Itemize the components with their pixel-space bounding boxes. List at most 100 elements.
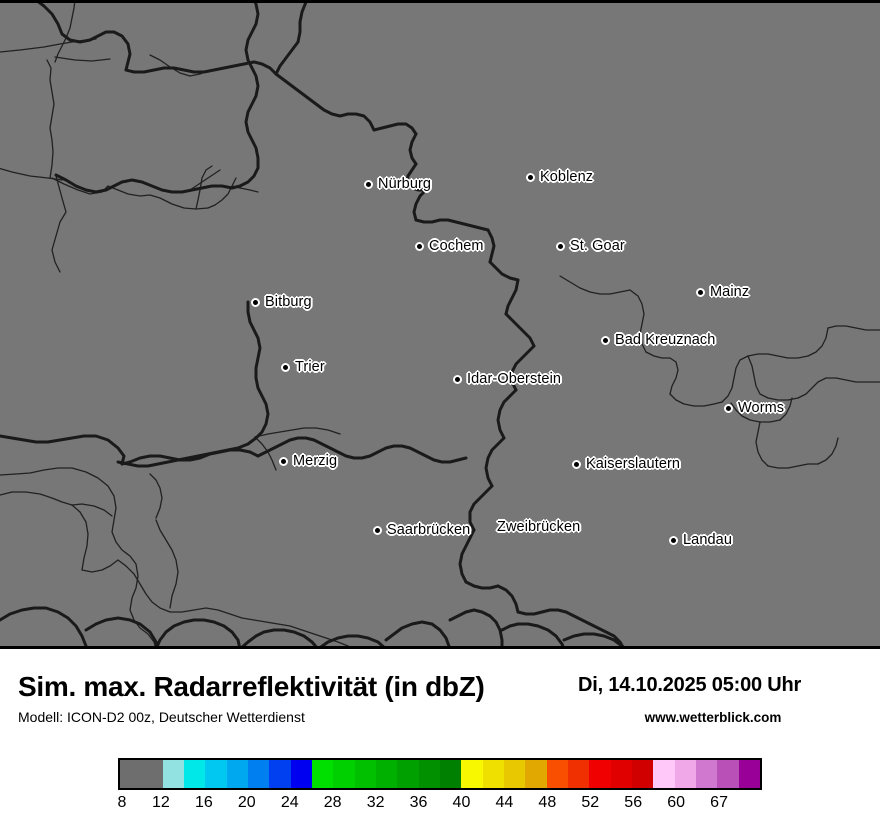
city-marker: Idar-Oberstein — [453, 371, 561, 387]
city-marker: Landau — [669, 532, 732, 548]
colorbar-swatch — [503, 760, 526, 788]
city-label: Nürburg — [378, 176, 432, 192]
city-dot-icon — [373, 525, 382, 535]
colorbar-swatch — [610, 760, 632, 788]
city-dot-icon — [669, 535, 678, 545]
city-label: Idar-Oberstein — [467, 371, 562, 387]
city-dot-icon — [526, 172, 535, 182]
colorbar-tick-label: 44 — [495, 794, 514, 811]
colorbar-tick-label: 20 — [237, 794, 256, 811]
city-dot-icon — [601, 335, 610, 345]
colorbar-tick-label: 40 — [452, 794, 471, 811]
city-marker: Merzig — [279, 453, 337, 469]
colorbar-tick-label: 16 — [194, 794, 213, 811]
city-label: Landau — [683, 532, 732, 548]
colorbar-tick-label: 36 — [409, 794, 428, 811]
city-dot-icon — [696, 287, 705, 297]
city-dot-icon — [453, 374, 462, 384]
city-dot-icon — [279, 456, 288, 466]
website-credit: www.wetterblick.com — [644, 710, 782, 725]
city-label: Kaiserslautern — [586, 456, 681, 472]
city-marker: Trier — [281, 359, 325, 375]
city-marker: Mainz — [696, 284, 749, 300]
colorbar-swatch — [546, 760, 568, 788]
city-label: Koblenz — [540, 169, 594, 185]
valid-datetime: Di, 14.10.2025 05:00 Uhr — [578, 674, 802, 696]
colorbar-swatch — [674, 760, 696, 788]
city-marker: Zweibrücken — [483, 519, 580, 535]
colorbar-swatch — [269, 760, 291, 788]
city-dot-icon — [251, 297, 260, 307]
city-label: Zweibrücken — [497, 519, 581, 535]
radar-map-panel[interactable]: Nürburg Koblenz Cochem St. Goar Bitburg Mainz… — [0, 0, 880, 649]
city-marker: Bad Kreuznach — [601, 332, 715, 348]
colorbar-swatch — [525, 760, 547, 788]
city-label: Bitburg — [265, 294, 312, 310]
city-label: Cochem — [429, 238, 484, 254]
colorbar-tick-label: 48 — [538, 794, 557, 811]
colorbar-swatch — [205, 760, 227, 788]
model-subtitle: Modell: ICON-D2 00z, Deutscher Wetterdie… — [18, 709, 305, 725]
colorbar-swatch — [120, 760, 142, 788]
colorbar-swatch — [482, 760, 504, 788]
city-dot-icon — [281, 362, 290, 372]
colorbar-tick-label: 12 — [152, 794, 170, 811]
colorbar-swatch — [333, 760, 355, 788]
colorbar-tick-labels: 8 12 16 20 24 28 32 36 40 44 48 52 56 60 67 — [118, 794, 762, 820]
colorbar-swatch — [461, 760, 483, 788]
colorbar-swatch — [311, 760, 334, 788]
colorbar-tick-label: 52 — [581, 794, 600, 811]
colorbar-swatch — [226, 760, 248, 788]
city-label: Mainz — [710, 284, 750, 300]
city-marker: Cochem — [415, 238, 484, 254]
colorbar-tick-label: 67 — [710, 794, 728, 811]
colorbar-swatch — [183, 760, 206, 788]
city-dot-icon — [572, 459, 581, 469]
city-marker: Bitburg — [251, 294, 312, 310]
country-borders — [0, 0, 628, 649]
colorbar-swatch — [631, 760, 654, 788]
city-label: Bad Kreuznach — [615, 332, 716, 348]
city-marker: Nürburg — [364, 176, 431, 192]
colorbar-swatch — [418, 760, 440, 788]
colorbar-swatch — [567, 760, 590, 788]
colorbar-swatch — [589, 760, 611, 788]
caption-bar: Sim. max. Radarreflektivität (in dbZ) Mo… — [0, 649, 880, 754]
legend-colorbar-area: 8 12 16 20 24 28 32 36 40 44 48 52 56 60 67 — [0, 754, 880, 830]
colorbar-tick-label: 32 — [366, 794, 385, 811]
city-marker: Koblenz — [526, 169, 593, 185]
city-dot-icon — [724, 403, 733, 413]
city-marker: St. Goar — [556, 238, 625, 254]
colorbar-swatch — [290, 760, 312, 788]
colorbar-swatch — [439, 760, 462, 788]
city-label: Worms — [738, 400, 785, 416]
city-dot-icon — [556, 241, 565, 251]
colorbar-swatch — [653, 760, 675, 788]
city-marker: Saarbrücken — [373, 522, 470, 538]
map-borders-svg — [0, 0, 880, 649]
colorbar-swatch — [162, 760, 184, 788]
colorbar-swatch — [354, 760, 376, 788]
district-borders — [0, 0, 880, 649]
city-marker: Kaiserslautern — [572, 456, 680, 472]
colorbar[interactable] — [118, 758, 762, 790]
city-dot-icon — [415, 241, 424, 251]
colorbar-tick-label: 56 — [624, 794, 643, 811]
colorbar-tick-label: 24 — [280, 794, 299, 811]
city-label: Merzig — [293, 453, 338, 469]
city-dot-icon — [364, 179, 373, 189]
colorbar-swatch — [141, 760, 163, 788]
colorbar-swatch — [717, 760, 739, 788]
colorbar-swatch — [247, 760, 270, 788]
colorbar-swatch — [375, 760, 398, 788]
colorbar-tick-label: 28 — [323, 794, 342, 811]
colorbar-swatch — [695, 760, 718, 788]
city-marker: Worms — [724, 400, 784, 416]
city-label: St. Goar — [570, 238, 625, 254]
colorbar-tick-label: 8 — [117, 794, 127, 811]
page-title: Sim. max. Radarreflektivität (in dbZ) — [18, 671, 485, 702]
city-label: Saarbrücken — [387, 522, 471, 538]
colorbar-swatch — [738, 760, 760, 788]
colorbar-tick-label: 60 — [667, 794, 686, 811]
